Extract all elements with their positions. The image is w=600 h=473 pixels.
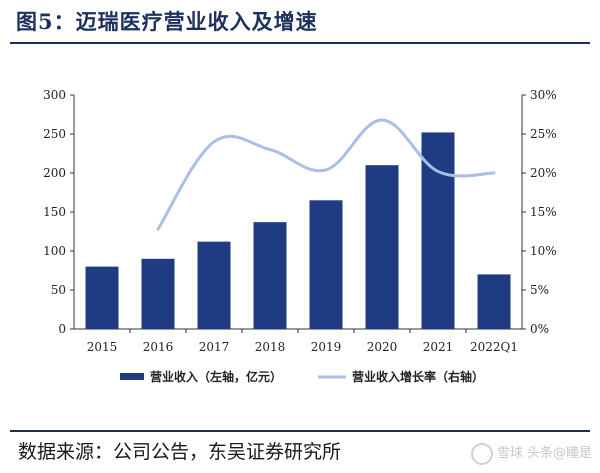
right-axis-labels: 0% 5% 10% 15% 20% 25% 30% [530,88,557,336]
chart-axes [70,94,526,333]
left-axis-tick-label: 300 [43,88,66,102]
legend-bar-label: 营业收入（左轴，亿元） [150,369,282,384]
right-axis-tick-label: 10% [530,244,557,258]
bar-2016 [141,258,175,329]
source-note: 数据来源：公司公告，东吴证券研究所 [18,441,342,463]
revenue-chart: 2015 2016 2017 2018 2019 2020 2021 2022Q1 0 50 10… [43,88,557,384]
bar-series [85,132,511,329]
chart-legend: 营业收入（左轴，亿元） 营业收入增长率（右轴） [120,369,484,384]
left-axis-tick-label: 200 [43,166,66,180]
left-axis-tick-label: 150 [43,205,66,219]
x-axis-tick-label: 2016 [143,340,174,354]
left-axis-tick-label: 100 [43,244,66,258]
left-axis-tick-label: 0 [58,322,66,336]
legend-line-label: 营业收入增长率（右轴） [352,369,484,384]
right-axis-tick-label: 15% [530,205,557,219]
x-axis-tick-label: 2021 [423,340,454,354]
x-axis-tick-label: 2017 [199,340,230,354]
bar-2022Q1 [477,274,511,329]
bar-2017 [197,241,231,329]
left-axis-tick-label: 250 [43,127,66,141]
bar-2019 [309,200,343,329]
left-axis-labels: 0 50 100 150 200 250 300 [43,88,66,336]
x-axis-tick-label: 2022Q1 [470,340,518,354]
x-axis-labels: 2015 2016 2017 2018 2019 2020 2021 2022Q1 [87,340,518,354]
x-axis-tick-label: 2019 [311,340,342,354]
line-series [156,118,496,231]
title-divider [10,42,590,44]
bar-2018 [253,222,287,329]
source-divider [10,430,590,432]
x-axis-tick-label: 2015 [87,340,118,354]
watermark-text: 雪球 头条@瞳是 [496,446,592,461]
watermark: 雪球 头条@瞳是 [470,442,592,465]
x-axis-tick-label: 2018 [255,340,286,354]
bar-2020 [365,165,399,329]
bar-2021 [421,132,455,329]
figure-title: 图5：迈瑞医疗营业收入及增速 [16,9,318,34]
x-axis-tick-label: 2020 [367,340,398,354]
right-axis-tick-label: 0% [530,322,549,336]
legend-bar-swatch [120,373,144,380]
left-axis-tick-label: 50 [51,283,66,297]
watermark-logo-icon [470,442,493,465]
right-axis-tick-label: 20% [530,166,557,180]
right-axis-tick-label: 5% [530,283,549,297]
right-axis-tick-label: 30% [530,88,557,102]
right-axis-tick-label: 25% [530,127,557,141]
bar-2015 [85,266,119,329]
